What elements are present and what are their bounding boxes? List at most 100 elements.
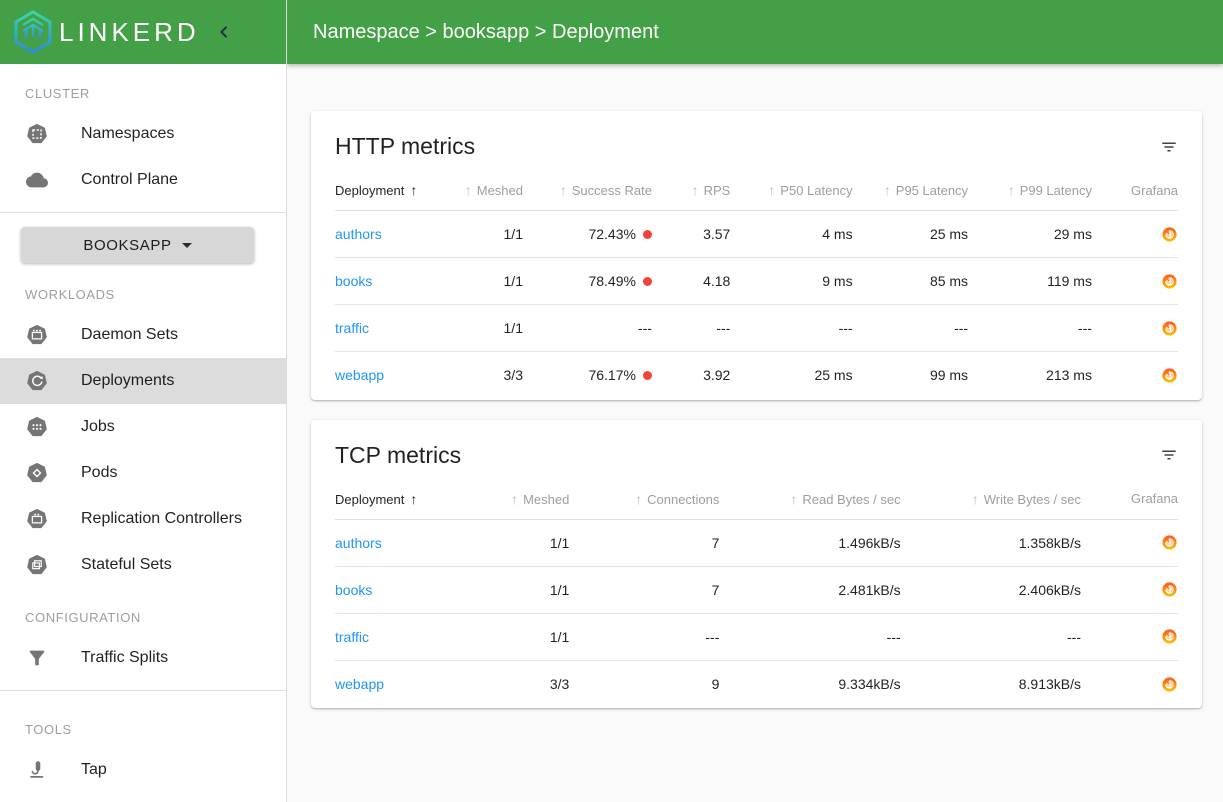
column-header-rps[interactable]: ↑ RPS [651, 176, 731, 211]
sidebar-item-control-plane[interactable]: Control Plane [0, 157, 286, 203]
read-bytes-value: --- [719, 613, 901, 661]
sidebar-item-deployments[interactable]: Deployments [0, 358, 286, 404]
meshed-value: 1/1 [429, 519, 570, 567]
grafana-icon[interactable] [1161, 320, 1178, 337]
table-row: books 1/1 7 2.481kB/s 2.406kB/s [335, 566, 1178, 614]
column-header-grafana: Grafana [1091, 176, 1178, 211]
grafana-icon[interactable] [1161, 273, 1178, 290]
tap-icon [26, 759, 48, 781]
http-metrics-table: Deployment ↑ ↑ Meshed ↑ Success Rate ↑ RPS ↑… [335, 176, 1178, 399]
namespaces-icon [26, 123, 48, 145]
sidebar-item-namespaces[interactable]: Namespaces [0, 111, 286, 157]
grafana-icon[interactable] [1161, 628, 1178, 645]
meshed-value: 1/1 [453, 304, 523, 352]
grafana-icon[interactable] [1161, 226, 1178, 243]
meshed-value: 1/1 [429, 566, 570, 614]
p99-value: 119 ms [968, 257, 1092, 305]
grafana-icon[interactable] [1161, 534, 1178, 551]
app-bar: Namespace > booksapp > Deployment [287, 0, 1223, 64]
filter-button[interactable] [1160, 446, 1178, 464]
sidebar-divider [0, 690, 286, 691]
p50-value: --- [730, 304, 853, 352]
sidebar-item-daemon-sets[interactable]: Daemon Sets [0, 312, 286, 358]
p99-value: 213 ms [1046, 367, 1092, 384]
column-header-meshed[interactable]: ↑ Meshed [453, 176, 523, 211]
column-header-meshed[interactable]: ↑ Meshed [429, 484, 570, 520]
sidebar-item-label: Tap [81, 761, 107, 778]
deployment-link[interactable]: traffic [335, 628, 369, 645]
sidebar-item-jobs[interactable]: Jobs [0, 404, 286, 450]
grafana-icon[interactable] [1161, 367, 1178, 384]
sort-arrow-icon: ↑ [971, 490, 979, 507]
table-row: traffic 1/1 --- --- --- --- --- [335, 304, 1178, 352]
connections-value: 7 [569, 566, 720, 614]
sidebar-item-stateful-sets[interactable]: Stateful Sets [0, 542, 286, 588]
rps-value: 4.18 [651, 257, 731, 305]
sidebar-item-label: Replication Controllers [81, 510, 242, 527]
p50-value: 9 ms [730, 257, 853, 305]
tcp-metrics-card: TCP metrics Deployment ↑ ↑ Meshed ↑ [311, 419, 1202, 708]
sort-arrow-icon: ↑ [410, 490, 418, 507]
grafana-icon[interactable] [1161, 581, 1178, 598]
sidebar-item-pods[interactable]: Pods [0, 450, 286, 496]
p95-value: 85 ms [852, 257, 969, 305]
grafana-icon[interactable] [1161, 676, 1178, 693]
sort-arrow-icon: ↑ [559, 182, 567, 198]
deployment-link[interactable]: books [335, 273, 373, 289]
rps-value: --- [651, 304, 731, 352]
sidebar-item-label: Jobs [81, 418, 115, 435]
status-dot [642, 276, 652, 286]
column-header-p50[interactable]: ↑ P50 Latency [730, 176, 853, 211]
write-bytes-value: --- [900, 613, 1082, 661]
sidebar-item-replication-controllers[interactable]: Replication Controllers [0, 496, 286, 542]
sort-arrow-icon: ↑ [464, 182, 472, 198]
read-bytes-value: 9.334kB/s [838, 675, 901, 692]
meshed-value: 1/1 [429, 613, 570, 661]
section-label-configuration: CONFIGURATION [25, 610, 141, 625]
filter-button[interactable] [1160, 138, 1178, 156]
deployment-link[interactable]: traffic [335, 320, 369, 336]
rps-value: 3.57 [651, 210, 731, 258]
deployment-link[interactable]: authors [335, 534, 382, 551]
deployment-link[interactable]: books [335, 581, 373, 598]
sidebar-item-label: Deployments [81, 372, 175, 389]
column-header-write-bytes[interactable]: ↑ Write Bytes / sec [900, 484, 1082, 520]
brand-wordmark: LINKERD [59, 16, 200, 47]
caret-down-icon [181, 242, 192, 248]
column-header-deployment[interactable]: Deployment ↑ [335, 176, 454, 211]
breadcrumb: Namespace > booksapp > Deployment [313, 20, 659, 43]
column-header-success-rate[interactable]: ↑ Success Rate [522, 176, 652, 211]
table-row: traffic 1/1 --- --- --- [335, 613, 1178, 661]
sort-arrow-icon: ↑ [883, 182, 891, 198]
success-rate-cell: 76.17% [523, 352, 652, 399]
column-header-connections[interactable]: ↑ Connections [569, 484, 720, 520]
column-header-p95[interactable]: ↑ P95 Latency [852, 176, 969, 211]
section-label-workloads: WORKLOADS [25, 287, 115, 302]
column-header-p99[interactable]: ↑ P99 Latency [968, 176, 1092, 211]
deployment-link[interactable]: authors [335, 226, 382, 242]
main-content: HTTP metrics Deployment ↑ ↑ Meshed [287, 64, 1223, 738]
sidebar-divider [0, 212, 286, 213]
main-area: Namespace > booksapp > Deployment HTTP m… [287, 0, 1223, 802]
write-bytes-value: 2.406kB/s [900, 566, 1082, 614]
sort-arrow-icon: ↑ [768, 182, 776, 198]
deployments-icon [26, 370, 48, 392]
section-label-cluster: CLUSTER [25, 86, 90, 101]
deployment-link[interactable]: webapp [335, 367, 385, 384]
namespace-selector-button[interactable]: BOOKSAPP [21, 227, 254, 263]
sort-arrow-icon: ↑ [410, 182, 418, 198]
column-header-read-bytes[interactable]: ↑ Read Bytes / sec [719, 484, 901, 520]
sidebar-collapse-button[interactable] [216, 24, 232, 40]
pods-icon [26, 462, 48, 484]
sidebar-item-tap[interactable]: Tap [0, 747, 286, 793]
column-header-deployment[interactable]: Deployment ↑ [335, 484, 430, 520]
read-bytes-value: 2.481kB/s [719, 566, 901, 614]
table-row: books 1/1 78.49% 4.18 9 ms 85 ms 119 ms [335, 257, 1178, 305]
sidebar-nav: CLUSTER Namespaces Control Plane BOOKSAP… [0, 64, 286, 802]
p50-value: 25 ms [814, 367, 853, 384]
deployment-link[interactable]: webapp [335, 675, 385, 692]
p99-value: 29 ms [968, 210, 1092, 258]
sort-arrow-icon: ↑ [790, 490, 798, 507]
success-rate-cell: --- [522, 304, 652, 352]
sidebar-item-traffic-splits[interactable]: Traffic Splits [0, 635, 286, 681]
